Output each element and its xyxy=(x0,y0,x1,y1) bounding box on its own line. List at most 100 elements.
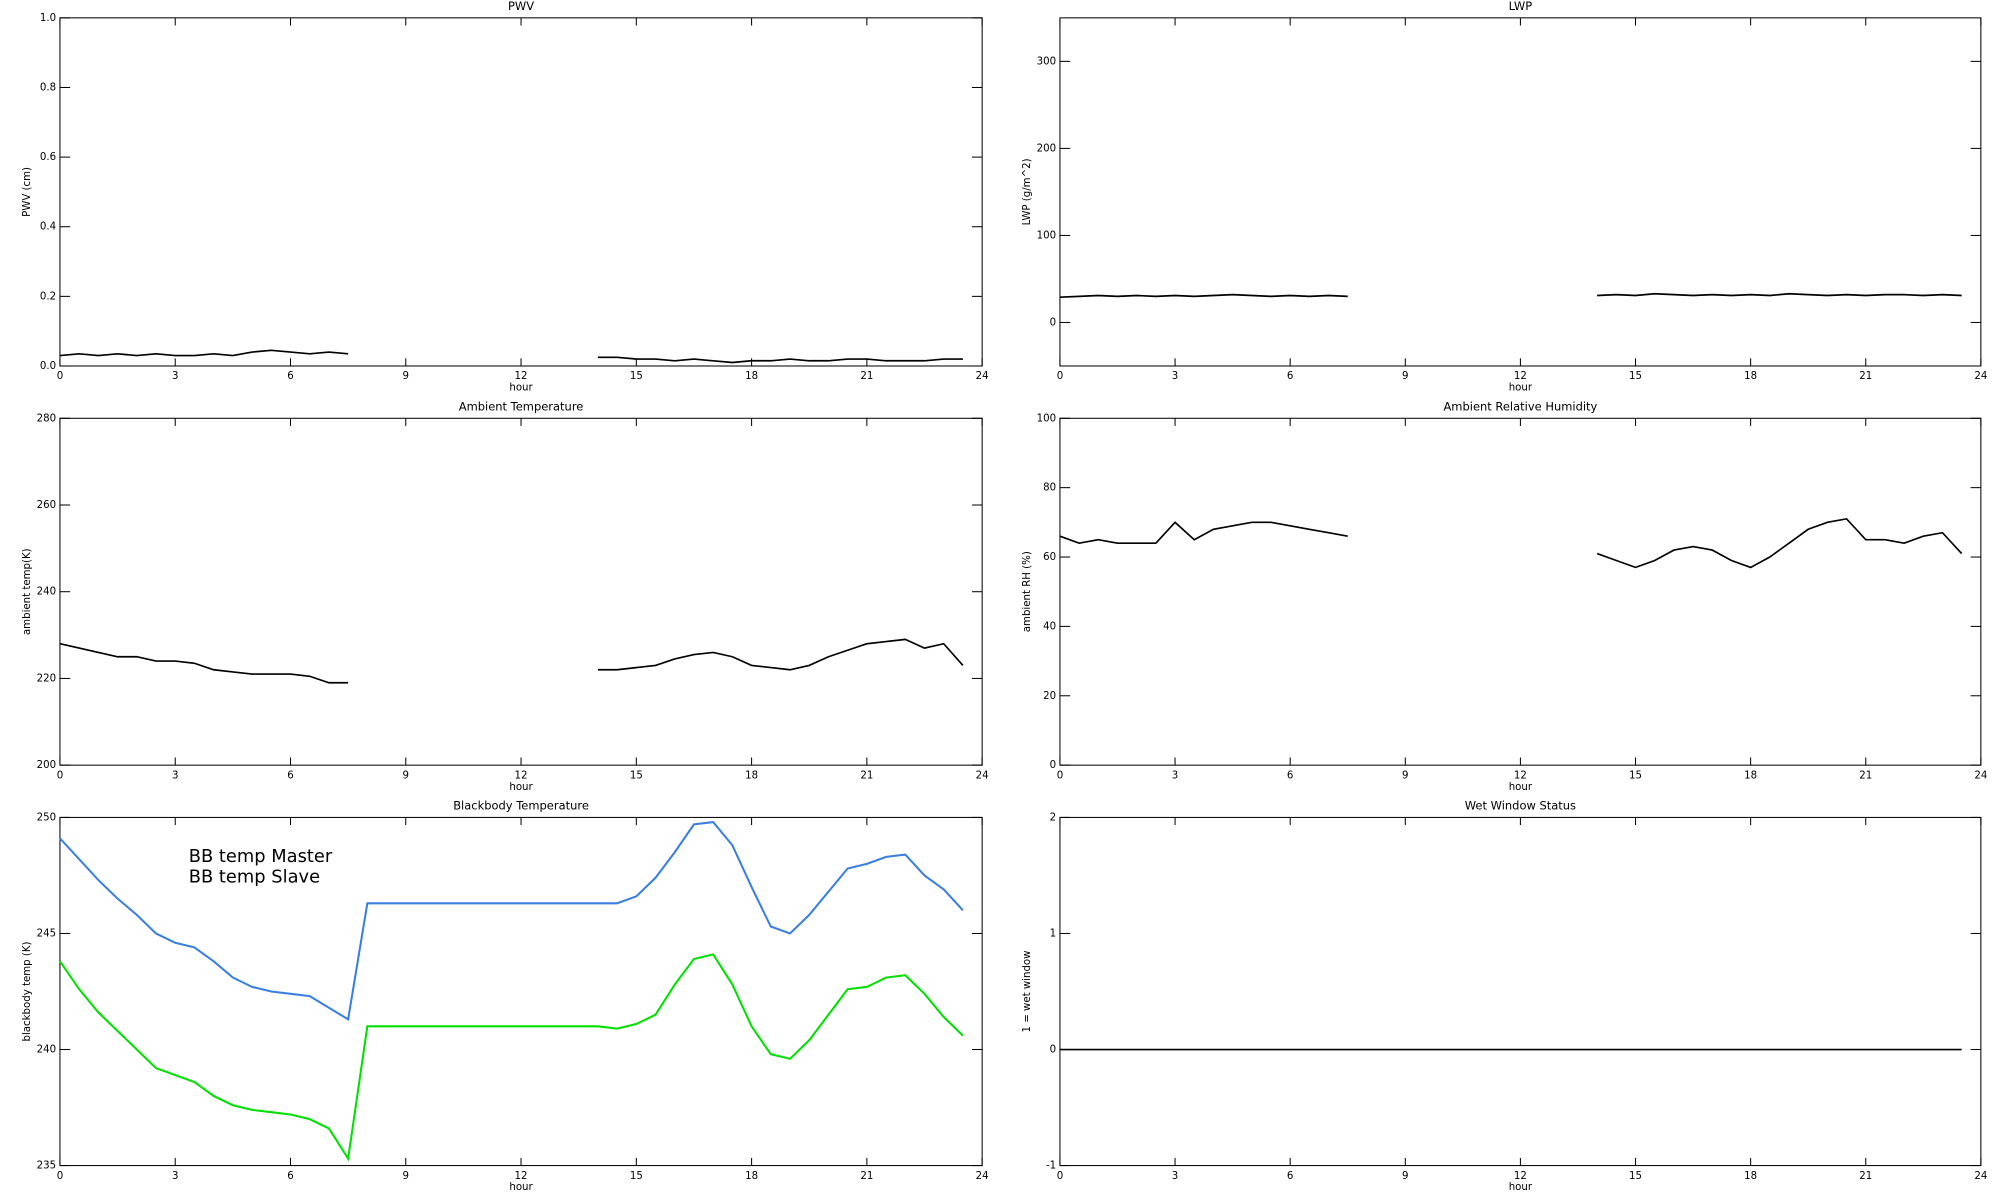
x-tick-label: 12 xyxy=(515,371,528,382)
y-tick-label: 260 xyxy=(37,500,56,511)
x-tick-label: 18 xyxy=(745,1171,758,1182)
y-tick-label: 1.0 xyxy=(40,13,56,24)
x-tick-label: 18 xyxy=(1744,371,1757,382)
series-line xyxy=(1059,292,1962,299)
y-tick-label: 300 xyxy=(1037,56,1056,67)
y-tick-label: 0.4 xyxy=(40,222,56,233)
x-tick-label: 6 xyxy=(287,1171,293,1182)
y-tick-label: 80 xyxy=(1043,483,1056,494)
x-tick-label: 9 xyxy=(1402,770,1408,781)
x-tick-label: 0 xyxy=(1057,1171,1063,1182)
y-axis-label: LWP (g/m^2) xyxy=(1022,158,1033,225)
x-tick-label: 24 xyxy=(976,1171,989,1182)
x-tick-label: 3 xyxy=(1172,770,1178,781)
y-tick-label: 100 xyxy=(1037,413,1056,424)
chart-title: PWV xyxy=(508,0,534,13)
x-tick-label: 21 xyxy=(860,770,873,781)
x-tick-label: 24 xyxy=(1974,770,1987,781)
y-axis-label: PWV (cm) xyxy=(22,167,33,217)
chart-title: Wet Window Status xyxy=(1465,798,1576,812)
x-tick-label: 15 xyxy=(1629,371,1642,382)
x-tick-label: 15 xyxy=(1629,1171,1642,1182)
x-tick-label: 9 xyxy=(403,1171,409,1182)
x-tick-label: 12 xyxy=(515,1171,528,1182)
y-tick-label: 235 xyxy=(37,1161,56,1172)
series-line xyxy=(59,820,964,1022)
x-tick-label: 6 xyxy=(287,371,293,382)
y-tick-label: -1 xyxy=(1046,1161,1056,1172)
x-tick-label: 12 xyxy=(515,770,528,781)
x-tick-label: 12 xyxy=(1514,371,1527,382)
y-tick-label: 60 xyxy=(1043,552,1056,563)
x-tick-label: 0 xyxy=(1057,371,1063,382)
x-tick-label: 24 xyxy=(1974,1171,1987,1182)
legend-label: BB temp Master xyxy=(189,846,333,867)
y-tick-label: 0.0 xyxy=(40,361,56,372)
x-tick-label: 3 xyxy=(172,371,178,382)
x-tick-label: 0 xyxy=(57,371,63,382)
y-tick-label: 0 xyxy=(1050,760,1056,771)
x-tick-label: 6 xyxy=(1287,371,1293,382)
x-tick-label: 18 xyxy=(745,371,758,382)
x-tick-label: 15 xyxy=(630,371,643,382)
y-tick-label: 20 xyxy=(1043,691,1056,702)
y-tick-label: 40 xyxy=(1043,621,1056,632)
y-tick-label: 0.8 xyxy=(40,82,56,93)
y-tick-label: 245 xyxy=(37,928,56,939)
y-tick-label: 200 xyxy=(37,760,56,771)
x-tick-label: 21 xyxy=(860,371,873,382)
y-tick-label: 240 xyxy=(37,587,56,598)
chart-title: Blackbody Temperature xyxy=(453,798,589,812)
x-tick-label: 6 xyxy=(1287,770,1293,781)
x-tick-label: 3 xyxy=(172,1171,178,1182)
x-tick-label: 9 xyxy=(1402,371,1408,382)
y-tick-label: 280 xyxy=(37,413,56,424)
chart-title: LWP xyxy=(1509,0,1533,13)
y-tick-label: 250 xyxy=(37,812,56,823)
x-tick-label: 3 xyxy=(1172,1171,1178,1182)
x-tick-label: 18 xyxy=(745,770,758,781)
y-tick-label: 100 xyxy=(1037,230,1056,241)
x-tick-label: 18 xyxy=(1744,770,1757,781)
series-line xyxy=(59,638,964,684)
x-tick-label: 3 xyxy=(172,770,178,781)
x-tick-label: 3 xyxy=(1172,371,1178,382)
y-tick-label: 220 xyxy=(37,673,56,684)
x-axis-label: hour xyxy=(509,383,533,394)
x-tick-label: 12 xyxy=(1514,770,1527,781)
y-tick-label: 0 xyxy=(1050,317,1056,328)
x-tick-label: 21 xyxy=(1859,770,1872,781)
x-tick-label: 0 xyxy=(57,1171,63,1182)
x-tick-label: 21 xyxy=(1859,371,1872,382)
x-tick-label: 15 xyxy=(630,1171,643,1182)
x-tick-label: 0 xyxy=(57,770,63,781)
y-axis-label: 1 = wet window xyxy=(1022,951,1033,1033)
y-axis-label: ambient RH (%) xyxy=(1022,551,1033,632)
y-tick-label: 200 xyxy=(1037,143,1056,154)
x-tick-label: 6 xyxy=(1287,1171,1293,1182)
x-axis-label: hour xyxy=(509,782,533,793)
x-tick-label: 24 xyxy=(1974,371,1987,382)
x-tick-label: 15 xyxy=(1629,770,1642,781)
x-tick-label: 9 xyxy=(403,770,409,781)
x-axis-label: hour xyxy=(1509,782,1533,793)
x-tick-label: 15 xyxy=(630,770,643,781)
y-tick-label: 2 xyxy=(1050,812,1056,823)
x-tick-label: 6 xyxy=(287,770,293,781)
x-tick-label: 21 xyxy=(1859,1171,1872,1182)
chart-title: Ambient Temperature xyxy=(459,399,584,413)
y-axis-label: blackbody temp (K) xyxy=(22,941,33,1041)
legend-label: BB temp Slave xyxy=(189,866,320,887)
x-tick-label: 18 xyxy=(1744,1171,1757,1182)
series-line xyxy=(59,349,963,364)
y-tick-label: 0 xyxy=(1050,1045,1056,1056)
x-axis-label: hour xyxy=(1509,383,1533,394)
x-tick-label: 21 xyxy=(860,1171,873,1182)
x-tick-label: 12 xyxy=(1514,1171,1527,1182)
x-axis-label: hour xyxy=(509,1182,533,1193)
series-line xyxy=(1059,517,1963,569)
x-tick-label: 24 xyxy=(976,371,989,382)
